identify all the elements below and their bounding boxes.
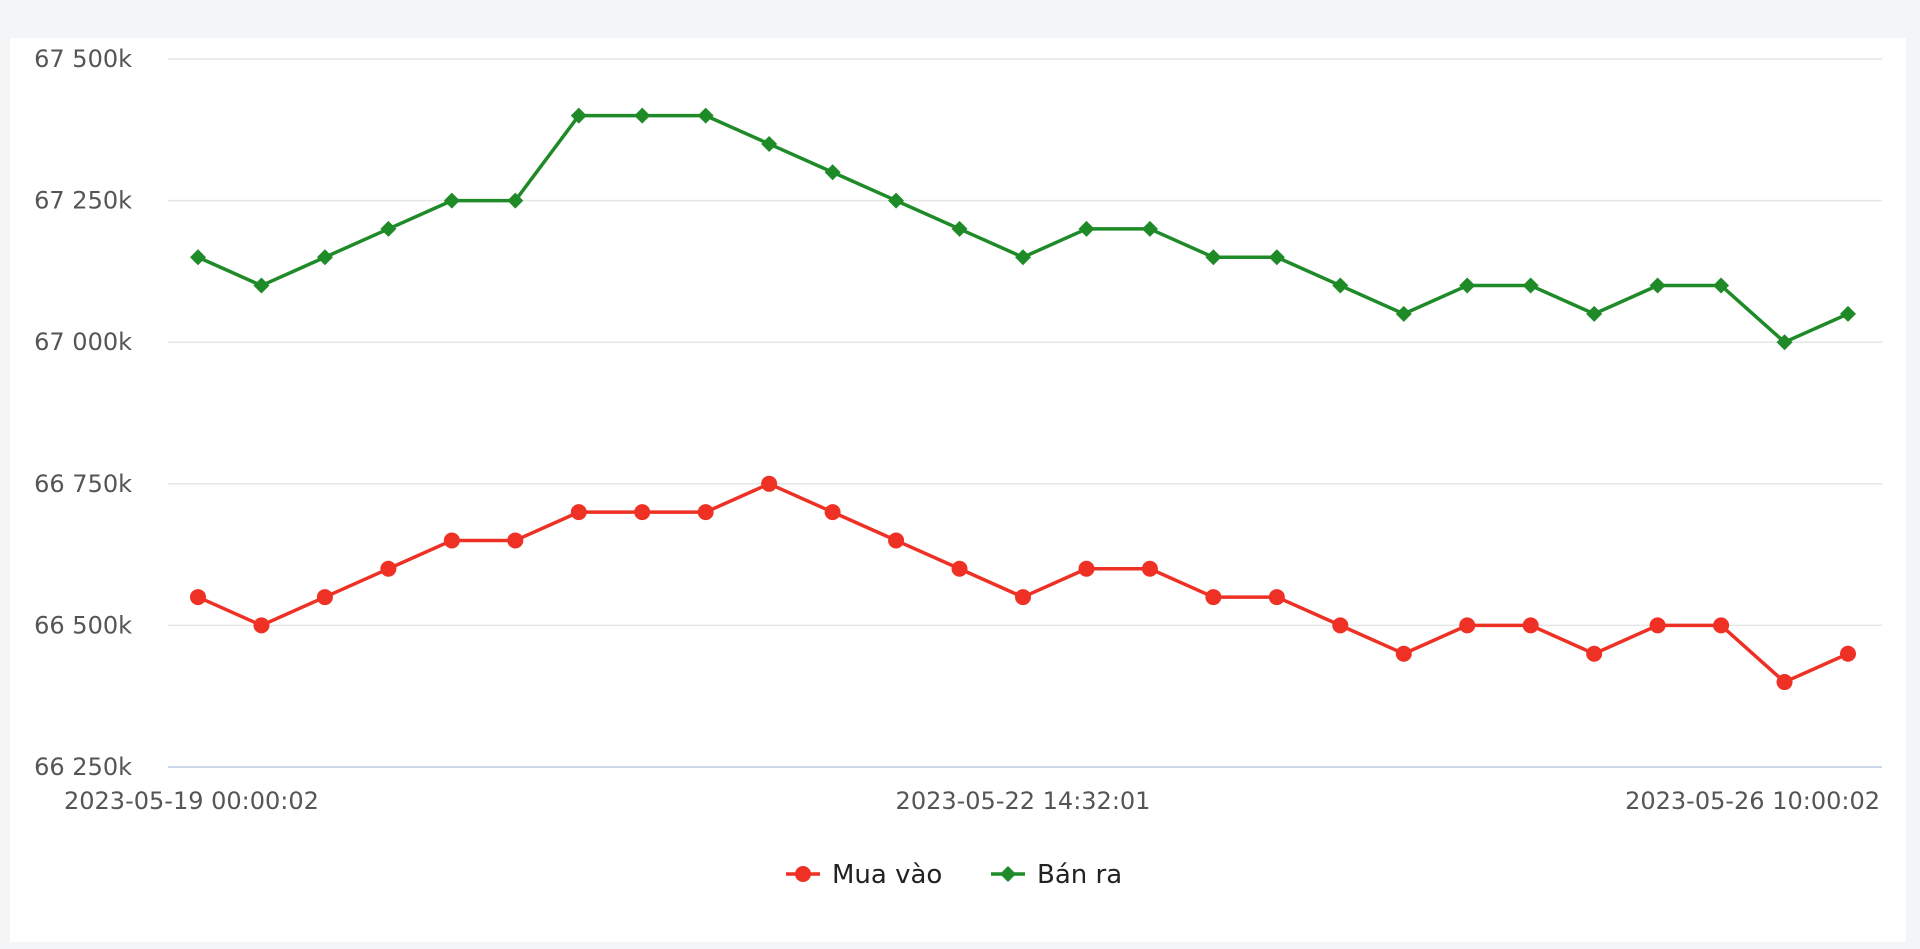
data-point-ban-ra[interactable] [253, 277, 270, 294]
data-point-ban-ra[interactable] [570, 107, 587, 124]
data-point-mua-vao[interactable] [824, 504, 841, 521]
data-point-ban-ra[interactable] [1522, 277, 1539, 294]
data-point-ban-ra[interactable] [1395, 305, 1412, 322]
data-point-mua-vao[interactable] [697, 504, 714, 521]
y-tick-label: 66 250k [34, 753, 132, 781]
data-point-ban-ra[interactable] [1713, 277, 1730, 294]
data-point-ban-ra[interactable] [1141, 220, 1158, 237]
data-point-mua-vao[interactable] [1459, 617, 1476, 634]
data-point-ban-ra[interactable] [190, 249, 206, 266]
x-tick-label: 2023-05-19 00:00:02 [64, 787, 319, 815]
grid-lines [168, 58, 1882, 768]
y-tick-label: 66 750k [34, 470, 132, 498]
legend-marker [795, 866, 811, 882]
data-point-ban-ra[interactable] [380, 220, 397, 237]
data-point-mua-vao[interactable] [1586, 645, 1603, 662]
y-tick-label: 67 250k [34, 187, 132, 215]
data-point-ban-ra[interactable] [1459, 277, 1476, 294]
data-point-ban-ra[interactable] [824, 164, 841, 181]
data-point-mua-vao[interactable] [1141, 560, 1158, 577]
data-point-mua-vao[interactable] [761, 475, 778, 492]
data-point-mua-vao[interactable] [1395, 645, 1412, 662]
chart-panel [10, 38, 1906, 942]
legend-label: Bán ra [1037, 860, 1122, 890]
data-point-ban-ra[interactable] [1205, 249, 1222, 266]
data-point-ban-ra[interactable] [316, 249, 333, 266]
series-line-ban-ra [196, 113, 1850, 344]
data-point-mua-vao[interactable] [1522, 617, 1539, 634]
data-point-mua-vao[interactable] [190, 589, 206, 606]
data-point-mua-vao[interactable] [1205, 589, 1222, 606]
data-point-mua-vao[interactable] [1015, 589, 1031, 606]
data-point-ban-ra[interactable] [888, 192, 905, 209]
data-point-ban-ra[interactable] [1586, 305, 1603, 322]
x-tick-label: 2023-05-26 10:00:02 [1625, 787, 1880, 815]
data-point-mua-vao[interactable] [316, 589, 333, 606]
y-tick-label: 67 500k [34, 45, 132, 73]
data-point-mua-vao[interactable] [1776, 674, 1793, 691]
data-point-ban-ra[interactable] [1078, 220, 1095, 237]
data-point-mua-vao[interactable] [253, 617, 270, 634]
data-point-mua-vao[interactable] [634, 504, 651, 521]
legend-item-mua-vao[interactable]: Mua vào [786, 860, 942, 890]
data-point-ban-ra[interactable] [507, 192, 524, 209]
data-point-ban-ra[interactable] [1015, 249, 1031, 266]
y-tick-label: 66 500k [34, 611, 132, 639]
data-point-ban-ra[interactable] [1332, 277, 1349, 294]
data-point-ban-ra[interactable] [1776, 334, 1793, 351]
data-point-ban-ra[interactable] [443, 192, 460, 209]
legend-label: Mua vào [832, 860, 942, 890]
legend-item-ban-ra[interactable]: Bán ra [991, 860, 1122, 890]
data-point-mua-vao[interactable] [380, 560, 397, 577]
legend[interactable]: Mua vào Bán ra [786, 860, 1122, 890]
data-point-ban-ra[interactable] [1840, 305, 1856, 322]
y-tick-label: 67 000k [34, 328, 132, 356]
data-point-mua-vao[interactable] [1268, 589, 1285, 606]
x-tick-label: 2023-05-22 14:32:01 [896, 787, 1151, 815]
data-point-ban-ra[interactable] [761, 135, 778, 152]
data-point-ban-ra[interactable] [634, 107, 651, 124]
series-layer [190, 107, 1856, 691]
x-axis: 2023-05-19 00:00:02 2023-05-22 14:32:01 20… [64, 787, 1880, 815]
data-point-mua-vao[interactable] [951, 560, 968, 577]
legend-marker [1000, 866, 1016, 882]
data-point-mua-vao[interactable] [507, 532, 524, 549]
data-point-ban-ra[interactable] [1268, 249, 1285, 266]
y-axis: 67 500k 67 250k 67 000k 66 750k 66 500k 66 25… [34, 45, 132, 781]
data-point-mua-vao[interactable] [1840, 645, 1856, 662]
data-point-ban-ra[interactable] [1649, 277, 1666, 294]
data-point-mua-vao[interactable] [1078, 560, 1095, 577]
data-point-mua-vao[interactable] [1713, 617, 1730, 634]
data-point-mua-vao[interactable] [443, 532, 460, 549]
data-point-ban-ra[interactable] [951, 220, 968, 237]
data-point-mua-vao[interactable] [888, 532, 905, 549]
data-point-mua-vao[interactable] [1332, 617, 1349, 634]
data-point-mua-vao[interactable] [1649, 617, 1666, 634]
data-point-mua-vao[interactable] [570, 504, 587, 521]
data-point-ban-ra[interactable] [697, 107, 714, 124]
